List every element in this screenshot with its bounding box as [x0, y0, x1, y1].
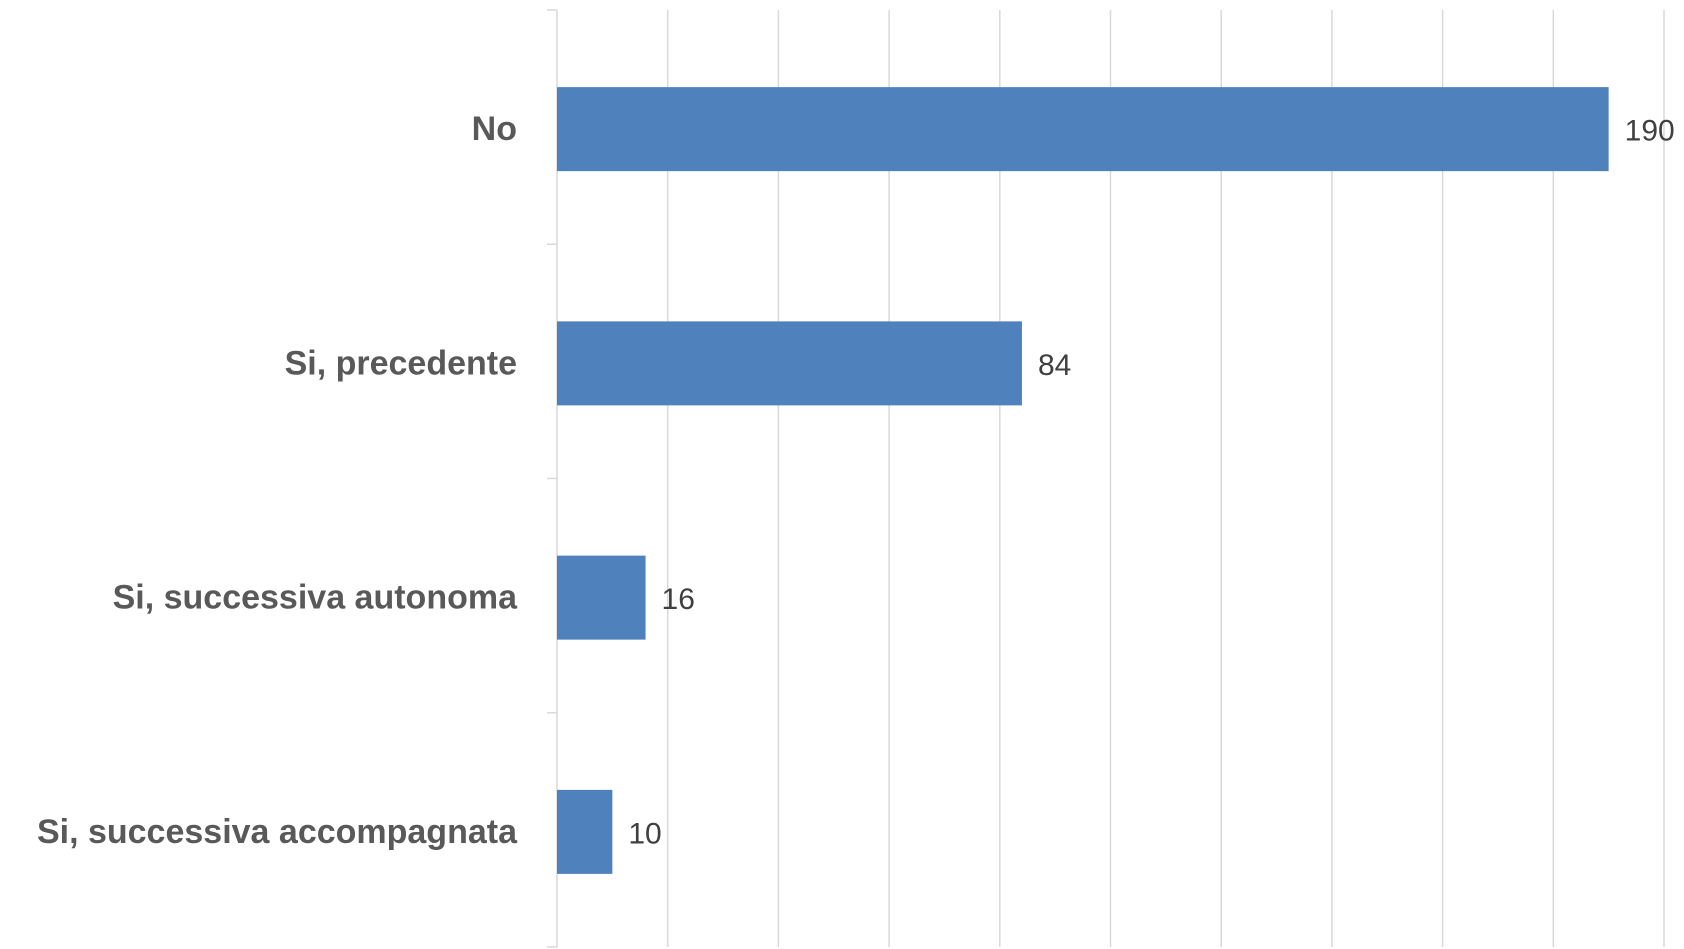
bars [557, 87, 1609, 874]
data-label: 190 [1625, 115, 1675, 148]
data-label: 16 [662, 583, 695, 616]
category-label: No [472, 110, 517, 148]
labels: No 190 Si, precedente 84 Si, successiva auto… [37, 110, 1675, 851]
category-label: Si, precedente [285, 344, 517, 382]
category-axis [547, 9, 558, 948]
bar [557, 555, 646, 640]
category-label: Si, successiva autonoma [113, 579, 518, 617]
bar [557, 321, 1022, 406]
data-label: 84 [1038, 349, 1071, 382]
category-label: Si, successiva accompagnata [37, 813, 518, 851]
data-label: 10 [628, 817, 661, 850]
bar [557, 87, 1609, 172]
bar [557, 789, 613, 874]
